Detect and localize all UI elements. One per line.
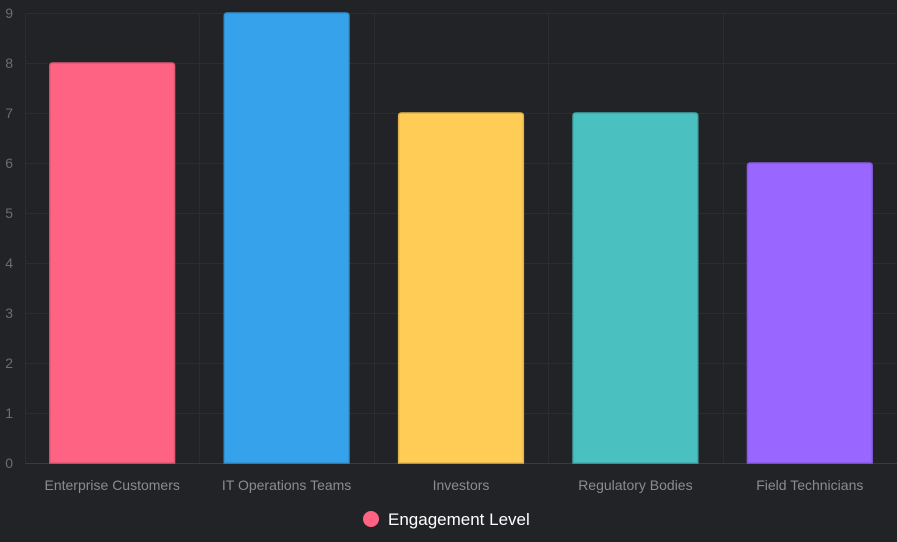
x-axis-labels: Enterprise Customers IT Operations Teams I… [45, 477, 864, 493]
y-tick-label-5: 5 [5, 205, 13, 221]
x-tick-label-regulatory-bodies: Regulatory Bodies [578, 477, 692, 493]
legend-marker-engagement-level[interactable] [363, 511, 379, 527]
x-tick-label-field-technicians: Field Technicians [756, 477, 863, 493]
x-tick-label-enterprise-customers: Enterprise Customers [45, 477, 180, 493]
x-tick-label-it-operations-teams: IT Operations Teams [222, 477, 351, 493]
bars [49, 12, 873, 464]
y-tick-label-3: 3 [5, 305, 13, 321]
y-tick-label-0: 0 [5, 455, 13, 471]
x-tick-label-investors: Investors [433, 477, 490, 493]
y-tick-label-4: 4 [5, 255, 13, 271]
y-tick-label-9: 9 [5, 5, 13, 21]
bar-it-operations-teams[interactable] [223, 12, 350, 464]
bar-field-technicians[interactable] [746, 162, 873, 464]
bar-regulatory-bodies[interactable] [572, 112, 699, 464]
y-tick-label-2: 2 [5, 355, 13, 371]
legend[interactable]: Engagement Level [363, 510, 530, 529]
bar-investors[interactable] [397, 112, 525, 464]
y-tick-label-8: 8 [5, 55, 13, 71]
y-tick-label-6: 6 [5, 155, 13, 171]
y-tick-label-1: 1 [5, 405, 13, 421]
bar-enterprise-customers[interactable] [49, 62, 176, 464]
legend-label-engagement-level[interactable]: Engagement Level [388, 510, 530, 529]
y-axis-ticks: 0 1 2 3 4 5 6 7 8 9 [5, 5, 13, 471]
y-tick-label-7: 7 [5, 105, 13, 121]
